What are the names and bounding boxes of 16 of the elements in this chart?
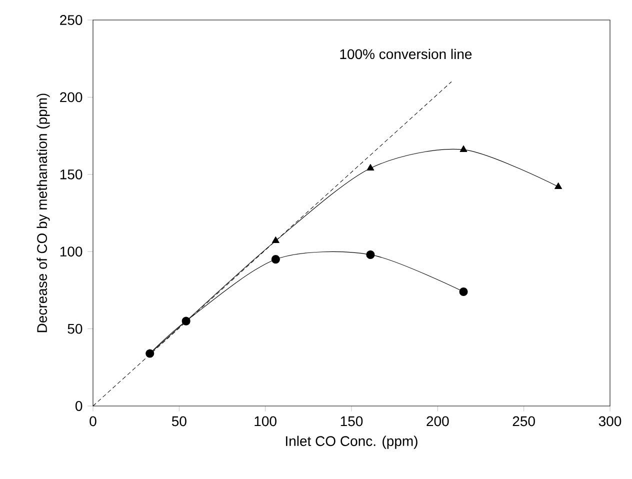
x-axis-title: Inlet CO Conc. (ppm) xyxy=(286,436,418,449)
x-tick-label: 50 xyxy=(172,416,186,426)
y-tick-label: 100 xyxy=(60,246,82,257)
y-tick-label: 200 xyxy=(60,92,82,102)
y-tick-label: 250 xyxy=(60,15,82,25)
x-tick-label: 150 xyxy=(340,416,363,426)
x-tick-label: 250 xyxy=(512,416,535,426)
annotation: 100% conversion line xyxy=(340,48,472,60)
x-tick-label: 100 xyxy=(254,416,276,426)
x-tick-label: 0 xyxy=(90,416,96,426)
x-tick-label: 300 xyxy=(598,416,622,426)
y-axis-title: Decrease of CO by methanation (ppm) xyxy=(36,94,50,332)
y-tick-label: 0 xyxy=(75,401,82,411)
x-tick-label: 200 xyxy=(426,416,449,426)
y-tick-label: 150 xyxy=(60,169,82,180)
y-tick-label: 50 xyxy=(68,324,82,334)
